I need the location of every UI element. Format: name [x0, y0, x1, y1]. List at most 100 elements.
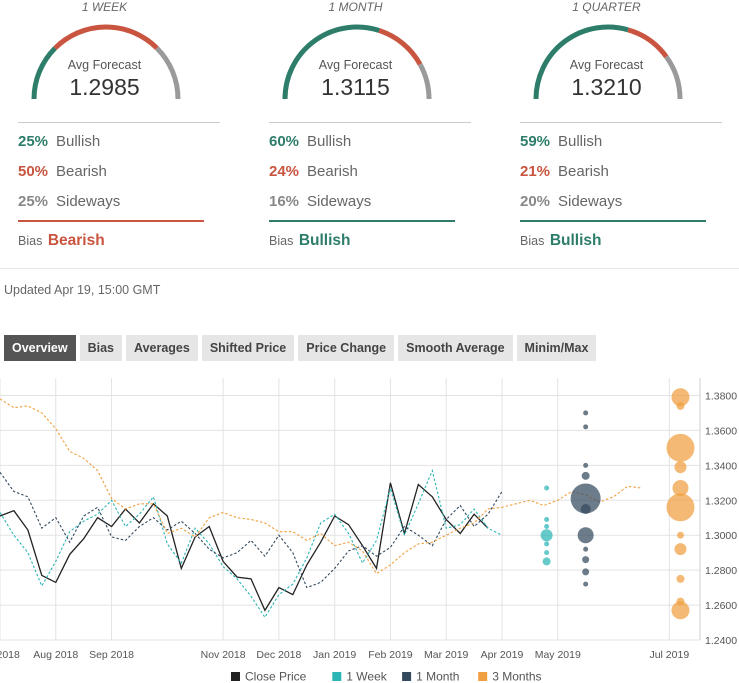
- x-tick-label: Aug 2018: [33, 649, 78, 661]
- forecast-bubble-1-month: [583, 462, 589, 468]
- tab-averages[interactable]: Averages: [126, 335, 198, 361]
- forecast-bubble-1-month: [583, 410, 589, 416]
- forecast-bubble-1-week: [544, 541, 550, 547]
- bias-indicator: Bias Bearish: [18, 232, 105, 250]
- avg-forecast-label: Avg Forecast: [67, 58, 142, 72]
- bullish-row: 60% Bullish: [269, 133, 351, 150]
- sideways-row: 16% Sideways: [269, 193, 371, 210]
- bullish-row: 59% Bullish: [520, 133, 602, 150]
- legend-swatch: [231, 672, 240, 681]
- forecast-bubble-1-week: [542, 557, 551, 566]
- avg-forecast-label: Avg Forecast: [569, 58, 644, 72]
- section-divider: [0, 268, 739, 269]
- forecast-bubble-1-month: [583, 581, 589, 587]
- bearish-row: 21% Bearish: [520, 163, 609, 180]
- divider: [269, 122, 471, 123]
- bias-divider: [18, 220, 204, 222]
- bias-label: Bias: [18, 234, 43, 248]
- gauge-sideways-arc: [155, 46, 181, 100]
- sideways-percent: 20%: [520, 193, 551, 210]
- panel-title: 1 WEEK: [81, 0, 128, 14]
- gauge-bullish-arc: [533, 24, 629, 100]
- gauge-bullish-arc: [31, 46, 57, 100]
- x-tick-label: Mar 2019: [424, 649, 469, 661]
- forecast-bubble-3-months: [674, 543, 687, 556]
- bearish-row: 24% Bearish: [269, 163, 358, 180]
- forecast-bubble-3-months: [671, 388, 690, 407]
- gauge-sideways-arc: [664, 55, 683, 100]
- tab-shifted-price[interactable]: Shifted Price: [201, 335, 295, 361]
- bearish-percent: 24%: [269, 163, 300, 180]
- forecast-bubble-1-month: [582, 556, 590, 564]
- forecast-panel-quarter: 1 QUARTER Avg Forecast 1.3210 59% Bullish…: [504, 0, 722, 262]
- forecast-panel-week: 1 WEEK Avg Forecast 1.2985 25% Bullish 50…: [2, 0, 220, 262]
- sentiment-gauge: [282, 24, 432, 100]
- legend-item-label[interactable]: 1 Week: [346, 670, 387, 683]
- bullish-percent: 60%: [269, 133, 300, 150]
- gauge-bearish-arc: [627, 27, 669, 59]
- bias-value: Bullish: [298, 232, 351, 249]
- bearish-row: 50% Bearish: [18, 163, 107, 180]
- tab-overview[interactable]: Overview: [4, 335, 76, 361]
- bearish-percent: 50%: [18, 163, 49, 180]
- forecast-bubble-1-month: [570, 483, 601, 514]
- forecast-bubble-1-month: [583, 546, 589, 552]
- sentiment-gauge: [31, 24, 181, 100]
- forecast-chart: 1.2400 1.2600 1.2800 1.3000 1.3200 1.3400 1.36…: [0, 376, 739, 683]
- legend-item-label[interactable]: 1 Month: [416, 670, 459, 683]
- y-tick-label: 1.2800: [705, 565, 737, 577]
- chart-tabs: Overview Bias Averages Shifted Price Pri…: [4, 335, 597, 361]
- bias-indicator: Bias Bullish: [520, 232, 601, 250]
- series-line-1-week: [0, 468, 503, 619]
- legend-item-label[interactable]: Close Price: [245, 670, 307, 683]
- tab-smooth-average[interactable]: Smooth Average: [398, 335, 513, 361]
- tab-minim-max[interactable]: Minim/Max: [516, 335, 597, 361]
- bias-value: Bearish: [47, 232, 105, 249]
- legend-swatch: [402, 672, 412, 681]
- bullish-percent: 59%: [520, 133, 551, 150]
- x-tick-label: May 2019: [535, 649, 581, 661]
- series-line-3-months: [0, 398, 642, 575]
- forecast-bubble-3-months: [674, 461, 687, 474]
- x-tick-label: Nov 2018: [201, 649, 246, 661]
- legend-swatch: [478, 672, 488, 681]
- divider: [18, 122, 220, 123]
- avg-forecast-value: 1.2985: [69, 74, 140, 100]
- x-tick-label: Apr 2019: [481, 649, 524, 661]
- legend-item-label[interactable]: 3 Months: [492, 670, 541, 683]
- forecast-bubble-1-month: [582, 568, 590, 576]
- sideways-label: Sideways: [56, 193, 121, 210]
- bias-label: Bias: [520, 234, 545, 248]
- bullish-label: Bullish: [56, 133, 101, 150]
- forecast-bubble-1-month: [583, 424, 589, 430]
- updated-timestamp: Updated Apr 19, 15:00 GMT: [4, 283, 161, 297]
- sideways-row: 20% Sideways: [520, 193, 622, 210]
- forecast-bubble-3-months: [666, 433, 695, 462]
- bias-divider: [520, 220, 706, 222]
- gauge-bearish-arc: [378, 28, 423, 66]
- y-tick-label: 1.2400: [705, 635, 737, 647]
- forecast-bubble-1-week: [544, 485, 550, 491]
- x-tick-label: Sep 2018: [89, 649, 134, 661]
- x-tick-label: Feb 2019: [368, 649, 413, 661]
- forecast-bubble-1-month: [581, 471, 590, 480]
- bias-label: Bias: [269, 234, 294, 248]
- tab-price-change[interactable]: Price Change: [298, 335, 395, 361]
- divider: [520, 122, 722, 123]
- avg-forecast-label: Avg Forecast: [318, 58, 393, 72]
- bearish-label: Bearish: [307, 163, 358, 180]
- bias-divider: [269, 220, 455, 222]
- x-tick-label: Jul 2019: [649, 649, 689, 661]
- forecast-bubble-1-month: [580, 504, 591, 514]
- bullish-percent: 25%: [18, 133, 49, 150]
- gauge-sideways-arc: [417, 63, 432, 100]
- avg-forecast-value: 1.3115: [321, 74, 390, 100]
- forecast-bubble-1-week: [544, 516, 550, 522]
- tab-bias[interactable]: Bias: [79, 335, 122, 361]
- gauge-bullish-arc: [282, 24, 381, 100]
- forecast-bubble-1-week: [544, 523, 550, 529]
- bullish-label: Bullish: [558, 133, 603, 150]
- forecast-chart-svg: 1.2400 1.2600 1.2800 1.3000 1.3200 1.3400 1.36…: [0, 378, 737, 683]
- sideways-label: Sideways: [307, 193, 372, 210]
- forecast-bubble-1-week: [544, 550, 550, 556]
